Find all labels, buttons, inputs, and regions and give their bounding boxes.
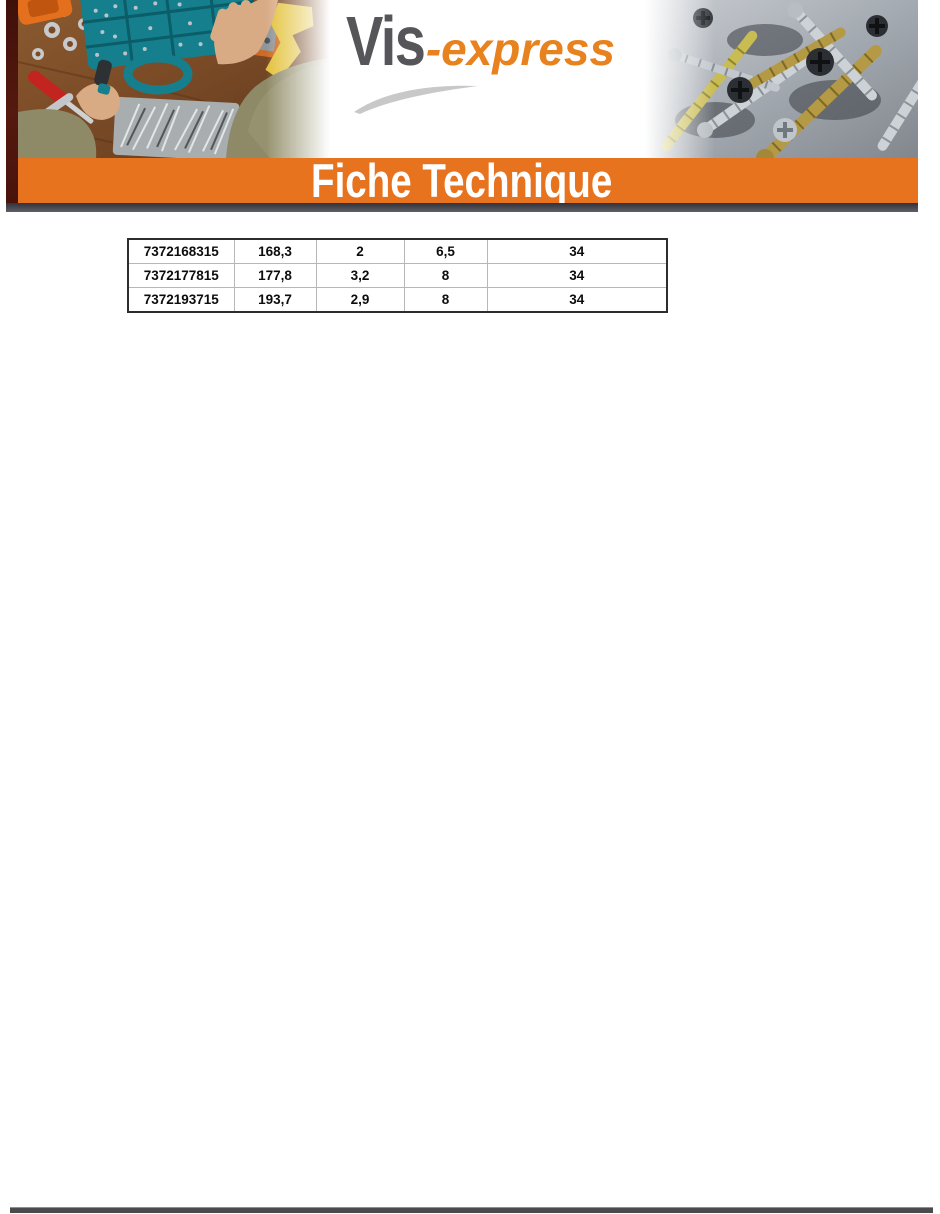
title-underline-bar [6, 203, 918, 212]
page-left-edge-strip [6, 0, 18, 203]
footer-rule [10, 1207, 933, 1213]
spec-table: 7372168315 168,3 2 6,5 34 7372177815 177… [127, 238, 668, 313]
logo-wordmark: Vis -express [346, 6, 615, 76]
table-cell: 193,7 [233, 287, 317, 313]
workbench-photo [18, 0, 330, 158]
table-cell-reference: 7372193715 [127, 287, 235, 313]
logo-swoosh [354, 85, 478, 114]
table-cell: 168,3 [233, 238, 317, 264]
table-cell-reference: 7372177815 [127, 263, 235, 288]
table-cell: 34 [486, 287, 668, 313]
table-cell: 2 [315, 238, 405, 264]
table-cell: 34 [486, 238, 668, 264]
fiche-technique-title-bar: Fiche Technique [6, 154, 918, 207]
table-cell: 2,9 [315, 287, 405, 313]
table-cell: 177,8 [233, 263, 317, 288]
header-banner: Vis -express [6, 0, 918, 158]
table-cell: 3,2 [315, 263, 405, 288]
logo-suffix-text: -express [425, 23, 616, 75]
photo-fade [266, 0, 330, 158]
logo-brand-text: Vis [346, 2, 426, 80]
table-cell: 8 [403, 287, 488, 313]
table-cell-reference: 7372168315 [127, 238, 235, 264]
table-row: 7372193715 193,7 2,9 8 34 [127, 287, 668, 313]
screws-pile-photo [645, 0, 918, 158]
vis-express-logo: Vis -express [330, 0, 645, 158]
photo-fade [645, 0, 715, 158]
table-row: 7372168315 168,3 2 6,5 34 [127, 238, 668, 264]
table-cell: 6,5 [403, 238, 488, 264]
table-cell: 8 [403, 263, 488, 288]
page-title: Fiche Technique [311, 154, 613, 207]
table-cell: 34 [486, 263, 668, 288]
table-row: 7372177815 177,8 3,2 8 34 [127, 263, 668, 288]
